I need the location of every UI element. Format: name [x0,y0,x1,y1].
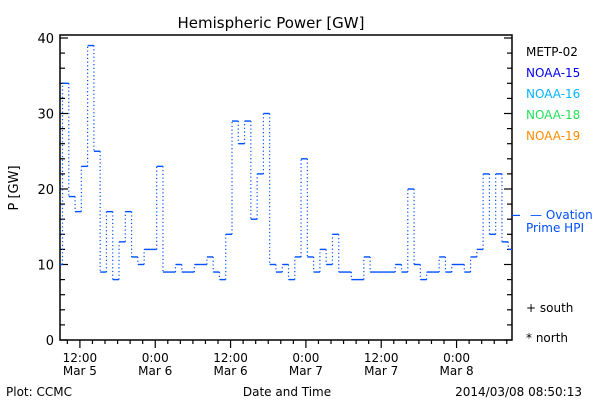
legend: METP-02 NOAA-15 NOAA-16 NOAA-18 NOAA-19 [526,45,580,143]
north-label: * north [526,331,568,345]
chart-title: Hemispheric Power [GW] [178,14,365,32]
y-tick-label: 20 [37,183,54,198]
legend-item: METP-02 [526,45,578,59]
x-tick-label-time: 12:00 [364,351,399,365]
legend-item: NOAA-16 [526,87,580,101]
x-tick-label-time: 0:00 [292,351,319,365]
x-tick-label-date: Mar 5 [63,364,97,378]
x-tick-label-date: Mar 7 [289,364,323,378]
south-label: + south [526,301,573,315]
y-tick-label: 10 [37,259,54,274]
ovation-label-2: Prime HPI [526,221,584,235]
x-tick-label-time: 12:00 [63,351,98,365]
plot-frame [59,34,513,341]
y-tick-label: 0 [46,334,54,349]
x-tick-label-time: 0:00 [443,351,470,365]
y-tick-label: 40 [37,32,54,47]
footer-left: Plot: CCMC [6,385,72,399]
x-tick-label-date: Mar 8 [440,364,474,378]
x-axis-label: Date and Time [243,385,331,399]
legend-item: NOAA-18 [526,108,580,122]
ovation-label-1: — Ovation [530,208,593,222]
footer-right: 2014/03/08 08:50:13 [455,385,582,399]
x-tick-label-date: Mar 6 [214,364,248,378]
x-tick-label-time: 12:00 [213,351,248,365]
y-tick-label: 30 [37,108,54,123]
legend-item: NOAA-15 [526,66,580,80]
x-tick-label-date: Mar 6 [138,364,172,378]
x-tick-label-time: 0:00 [142,351,169,365]
y-axis-label: P [GW] [7,165,22,210]
legend-item: NOAA-19 [526,129,580,143]
x-tick-label-date: Mar 7 [364,364,398,378]
